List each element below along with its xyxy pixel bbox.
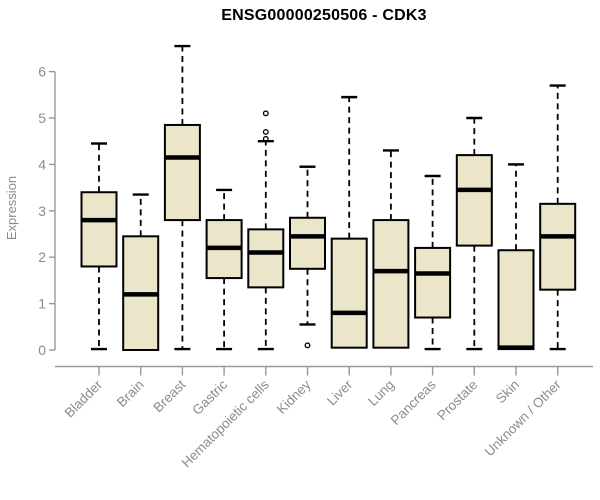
box <box>163 123 201 222</box>
x-axis-category-label: Gastric <box>189 377 230 418</box>
y-axis-tick-label: 4 <box>38 156 46 172</box>
chart-title: ENSG00000250506 - CDK3 <box>221 7 427 24</box>
y-axis-tick-label: 3 <box>38 203 46 219</box>
x-axis-category-label: Lung <box>365 377 397 409</box>
outlier-point <box>262 110 269 117</box>
box <box>414 246 452 319</box>
box <box>497 249 535 351</box>
x-axis-category-label: Skin <box>493 377 522 406</box>
outlier-point <box>304 342 311 349</box>
box <box>330 237 368 349</box>
x-axis-category-label: Prostate <box>434 377 480 423</box>
y-axis-tick-label: 5 <box>38 110 46 126</box>
box <box>247 228 285 289</box>
x-axis-category-label: Pancreas <box>388 377 439 428</box>
x-axis-category-label: Kidney <box>274 377 314 417</box>
outlier-point <box>262 135 269 142</box>
outlier-point <box>262 128 269 135</box>
box <box>80 191 118 268</box>
y-axis-tick-label: 6 <box>38 64 46 80</box>
y-axis-tick-label: 0 <box>38 342 46 358</box>
x-axis-category-label: Unknown / Other <box>482 377 565 460</box>
y-axis-tick-label: 1 <box>38 296 46 312</box>
x-axis-category-label: Bladder <box>62 377 106 421</box>
box <box>455 154 493 247</box>
y-axis-tick-label: 2 <box>38 249 46 265</box>
box <box>372 219 410 349</box>
x-axis-category-label: Liver <box>324 377 356 409</box>
x-axis-category-label: Breast <box>150 377 188 415</box>
box <box>539 202 577 291</box>
x-axis-category-label: Brain <box>114 377 147 410</box>
box <box>289 216 326 270</box>
